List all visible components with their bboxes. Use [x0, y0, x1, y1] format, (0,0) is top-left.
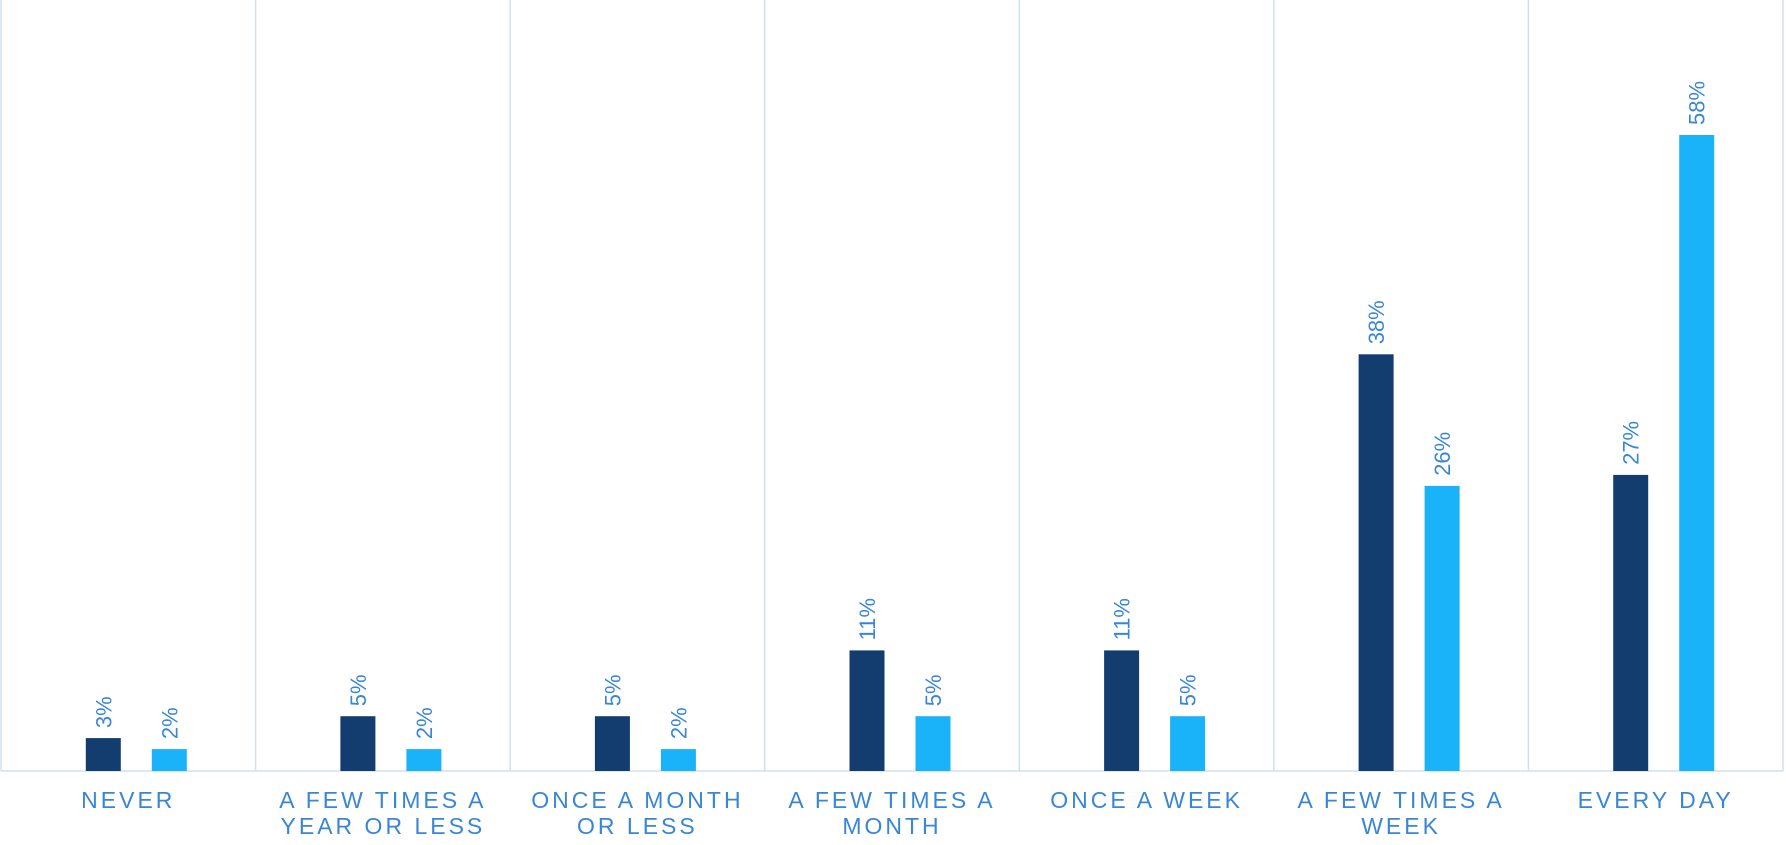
category-label: ONCE A WEEK	[1050, 787, 1243, 813]
bar-series-2-cat-1	[151, 749, 187, 771]
bar-series-1-cat-3	[594, 716, 630, 771]
category-label: YEAR OR LESS	[281, 813, 486, 839]
bar-series-1-cat-6	[1358, 354, 1394, 771]
bar-series-1-cat-7	[1613, 474, 1649, 771]
value-label: 11%	[1110, 598, 1135, 640]
value-label: 26%	[1430, 432, 1455, 476]
category-label: MONTH	[842, 813, 941, 839]
bar-series-1-cat-1	[85, 738, 121, 771]
category-label: OR LESS	[577, 813, 698, 839]
value-label: 11%	[855, 598, 880, 640]
value-label: 5%	[921, 674, 946, 706]
bar-series-1-cat-2	[340, 716, 376, 771]
bars	[85, 135, 1715, 771]
bar-series-2-cat-5	[1170, 716, 1206, 771]
bar-series-1-cat-4	[849, 650, 885, 771]
value-label: 58%	[1685, 81, 1710, 125]
value-label: 5%	[346, 674, 371, 706]
value-label: 27%	[1619, 421, 1644, 465]
category-label: A FEW TIMES A	[788, 787, 995, 813]
bar-series-2-cat-7	[1679, 135, 1715, 771]
bar-series-2-cat-3	[660, 749, 696, 771]
category-label: ONCE A MONTH	[531, 787, 743, 813]
category-label: A FEW TIMES A	[279, 787, 486, 813]
bar-series-2-cat-4	[915, 716, 951, 771]
bar-series-2-cat-6	[1424, 485, 1460, 771]
grid-lines	[0, 0, 1784, 772]
category-label: WEEK	[1361, 813, 1441, 839]
value-label: 38%	[1364, 300, 1389, 344]
value-label: 2%	[412, 707, 437, 739]
category-label: EVERY DAY	[1578, 787, 1734, 813]
category-label: A FEW TIMES A	[1297, 787, 1504, 813]
value-label: 5%	[600, 674, 625, 706]
bar-series-1-cat-5	[1104, 650, 1140, 771]
value-label: 2%	[666, 707, 691, 739]
value-label: 2%	[157, 707, 182, 739]
bar-series-2-cat-2	[406, 749, 442, 771]
value-label: 5%	[1176, 674, 1201, 706]
value-label: 3%	[91, 696, 116, 728]
category-label: NEVER	[81, 787, 175, 813]
value-labels: 3% 2% 5% 2% 5% 2% 11% 5% 11% 5% 38% 26% 27% 58%	[91, 81, 1709, 739]
